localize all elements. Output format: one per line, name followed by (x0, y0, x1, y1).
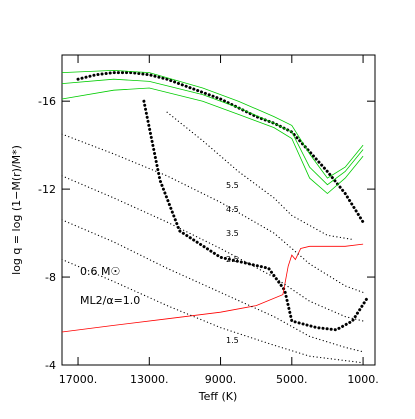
curve (61, 78, 364, 186)
x-tick-label: 13000. (130, 373, 169, 386)
x-tick-label: 5000. (276, 373, 308, 386)
annotation: 1.5 (226, 336, 239, 345)
annotation: 3.5 (226, 229, 239, 238)
y-axis-label: log q = log (1−M(r)/M*) (10, 145, 23, 275)
y-tick-label: -16 (38, 95, 56, 108)
dotted-curve (142, 99, 369, 332)
annotation: ML2/α=1.0 (80, 294, 140, 307)
dotted-curve (166, 111, 355, 241)
annotation: 2.5 (226, 255, 239, 264)
annotation: 4.5 (226, 205, 239, 214)
x-tick-label: 17000. (59, 373, 98, 386)
curve (61, 69, 364, 179)
plot-frame (61, 54, 376, 366)
dotted-curve (61, 133, 364, 293)
dotted-curve (61, 175, 364, 322)
y-tick-label: -4 (45, 359, 56, 372)
dotted-curve (76, 71, 365, 224)
annotation: 0.6 M☉ (80, 265, 120, 278)
x-tick-label: 9000. (205, 373, 237, 386)
annotation: 5.5 (226, 181, 239, 190)
x-tick-label: 1000. (347, 373, 379, 386)
y-tick-label: -8 (45, 271, 56, 284)
y-tick-label: -12 (38, 183, 56, 196)
curve (61, 243, 364, 333)
curve (61, 87, 364, 195)
dotted-curve (61, 219, 364, 353)
x-axis-label: Teff (K) (198, 390, 238, 403)
